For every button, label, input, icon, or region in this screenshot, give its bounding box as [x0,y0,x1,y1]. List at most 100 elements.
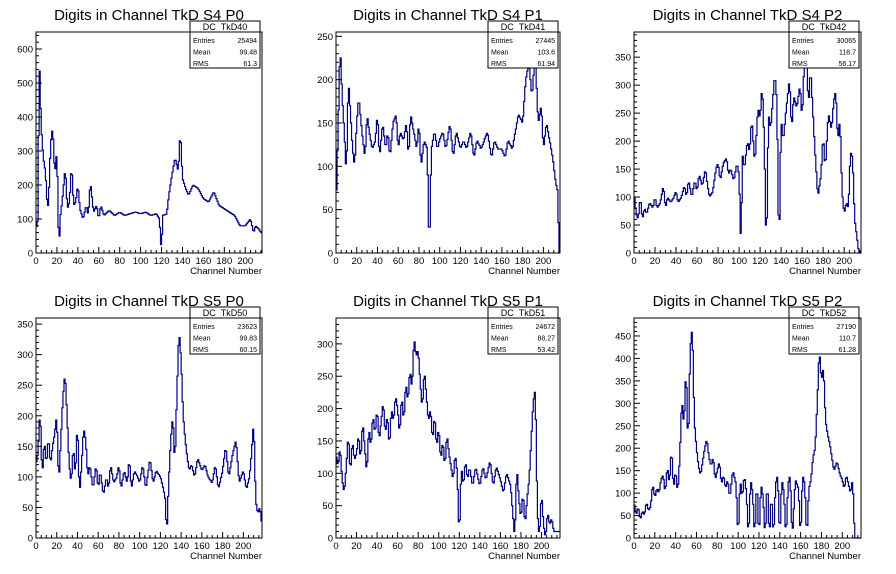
plot-frame [633,317,862,539]
y-tick-label: 0 [28,534,33,545]
plot-frame [633,31,862,254]
y-tick-label: 200 [317,404,333,415]
histogram-panel: Digits in Channel TkD S5 P1 0 20 40 60 80 100 1… [317,293,561,562]
y-tick-label: 200 [615,137,631,148]
x-tick-label: 120 [154,256,170,267]
x-tick-label: 80 [712,541,723,552]
stats-label: RMS [193,347,209,354]
y-tick-label: 100 [317,162,333,173]
stats-label: Mean [193,336,211,343]
x-tick-label: 120 [751,541,767,552]
stats-label: Mean [491,50,509,57]
stats-value: 88.27 [537,336,555,343]
x-tick-label: 200 [836,256,852,267]
x-tick-label: 20 [52,256,63,267]
stats-value: 61.94 [537,61,555,68]
y-tick-label: 350 [17,320,33,331]
y-tick-label: 400 [17,113,33,124]
stats-value: 27445 [536,38,556,45]
x-tick-label: 40 [372,541,383,552]
x-tick-label: 40 [372,256,383,267]
x-tick-label: 60 [393,256,404,267]
y-tick-label: 0 [328,534,333,545]
stats-box-frame [487,20,559,69]
y-tick-label: 250 [317,32,333,43]
chart-title: Digits in Channel TkD S4 P1 [353,7,543,24]
stats-label: Entries [193,324,215,331]
x-tick-label: 100 [431,541,447,552]
y-tick-label: 250 [615,421,631,432]
y-tick-label: 300 [17,147,33,158]
stats-value: 99.83 [239,336,257,343]
x-tick-label: 40 [73,256,84,267]
x-tick-label: 100 [731,256,747,267]
x-tick-label: 200 [535,256,551,267]
x-tick-label: 160 [793,541,809,552]
plot-frame [335,31,561,254]
histogram-panel: Digits in Channel TkD S5 P2 0 20 40 60 80 100 1… [615,293,862,562]
x-tick-label: 80 [713,256,724,267]
y-tick-label: 300 [615,81,631,92]
stats-box-frame [487,306,559,355]
histogram-panel: Digits in Channel TkD S5 P0 0 20 40 60 80 100 1… [17,293,263,562]
x-axis-label: Channel Number [488,551,560,562]
stats-name: DC_TkD40 [203,22,248,32]
x-tick-label: 180 [513,541,529,552]
x-tick-label: 40 [670,541,681,552]
chart-title: Digits in Channel TkD S5 P2 [653,293,843,310]
y-tick-label: 300 [317,339,333,350]
y-tick-label: 350 [615,376,631,387]
x-tick-label: 0 [631,256,636,267]
x-tick-label: 20 [351,541,362,552]
x-tick-label: 180 [515,256,531,267]
stats-label: RMS [491,347,507,354]
y-tick-label: 150 [317,436,333,447]
chart-title: Digits in Channel TkD S5 P0 [54,293,244,310]
y-tick-label: 300 [17,350,33,361]
y-tick-label: 0 [626,534,631,545]
stats-value: 23623 [238,324,258,331]
chart-title: Digits in Channel TkD S4 P0 [54,7,244,24]
x-tick-label: 160 [492,541,508,552]
x-tick-label: 0 [333,541,338,552]
x-tick-label: 200 [834,541,850,552]
y-tick-label: 100 [615,193,631,204]
chart-title: Digits in Channel TkD S4 P2 [653,7,843,24]
stats-label: Mean [491,336,509,343]
stats-value: 27190 [837,324,857,331]
stats-label: Mean [792,50,810,57]
x-tick-label: 100 [432,256,448,267]
stats-label: Entries [491,38,513,45]
x-tick-label: 80 [114,541,125,552]
x-tick-label: 120 [451,541,467,552]
x-tick-label: 140 [472,541,488,552]
chart-title: Digits in Channel TkD S5 P1 [353,293,543,310]
x-tick-label: 20 [351,256,362,267]
stats-value: 60.15 [239,347,257,354]
stats-label: Entries [792,38,814,45]
x-tick-label: 160 [194,541,210,552]
x-tick-label: 60 [392,541,403,552]
y-tick-label: 250 [317,372,333,383]
stats-value: 61.28 [838,347,856,354]
stats-box: DC_TkD52 Entries 27190 Mean 110.7 RMS 61.28 [788,306,860,355]
y-tick-label: 500 [17,79,33,90]
x-tick-label: 60 [691,541,702,552]
stats-value: 118.7 [839,50,856,57]
stats-value: 53.42 [537,347,555,354]
stats-value: 25494 [238,38,258,45]
x-tick-label: 140 [173,541,189,552]
x-tick-label: 60 [692,256,703,267]
stats-value: 99.48 [239,50,257,57]
x-tick-label: 100 [133,256,149,267]
histogram-series [336,341,560,536]
x-tick-label: 100 [730,541,746,552]
stats-label: RMS [792,61,808,68]
y-tick-label: 150 [17,442,33,453]
x-tick-label: 200 [534,541,550,552]
y-tick-label: 200 [17,411,33,422]
y-tick-label: 0 [28,249,33,260]
stats-label: Entries [491,324,513,331]
x-axis-label: Channel Number [190,551,262,562]
